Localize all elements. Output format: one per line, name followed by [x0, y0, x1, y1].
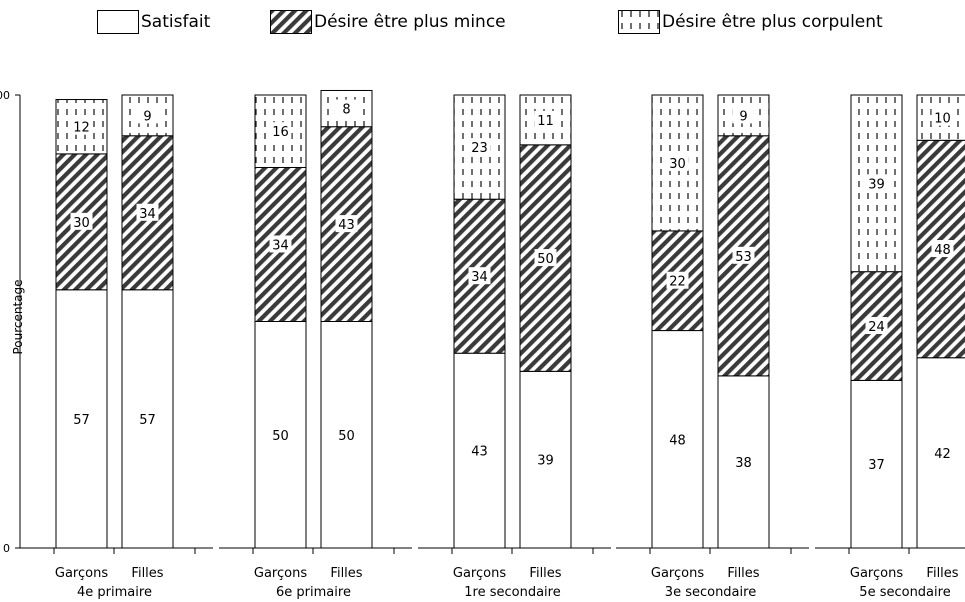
bar-segment-satisfied: [121, 289, 174, 549]
data-label-bg: [732, 106, 755, 124]
legend-label-thinner: Désire être plus mince: [314, 12, 506, 32]
bar-segment-satisfied: [519, 370, 572, 549]
legend-swatch-dashed: [618, 10, 660, 34]
data-label: 50: [537, 252, 554, 267]
data-label: 16: [272, 125, 289, 140]
data-label: 11: [537, 114, 554, 129]
legend-swatch-hatch: [270, 10, 312, 34]
sub-category-label: Garçons: [453, 566, 506, 581]
bar-segment-satisfied: [55, 289, 108, 549]
data-label-bg: [335, 215, 358, 233]
data-label: 39: [868, 177, 885, 192]
data-label: 42: [934, 447, 951, 462]
sub-category-label: Garçons: [850, 566, 903, 581]
sub-category-label: Garçons: [55, 566, 108, 581]
sub-category-label: Filles: [131, 566, 163, 581]
data-label-bg: [269, 122, 292, 140]
legend-label-bigger: Désire être plus corpulent: [662, 12, 883, 32]
legend: Satisfait Désire être plus mince Désire …: [0, 8, 965, 36]
data-label: 34: [139, 207, 156, 222]
data-label: 22: [669, 275, 686, 290]
bar-segment-satisfied: [320, 321, 373, 549]
data-label: 30: [669, 157, 686, 172]
sub-category-label: Garçons: [254, 566, 307, 581]
legend-label-satisfied: Satisfait: [141, 12, 211, 32]
data-label-bg: [865, 317, 888, 335]
legend-item-thinner: Désire être plus mince: [270, 8, 506, 36]
data-label: 30: [73, 216, 90, 231]
data-label: 57: [139, 413, 156, 428]
data-label-bg: [865, 174, 888, 192]
data-label-bg: [269, 235, 292, 253]
group-label: 3e secondaire: [665, 585, 756, 600]
bar-segment-satisfied: [850, 379, 903, 549]
y-tick-label: 0: [3, 542, 10, 555]
data-label: 37: [868, 458, 885, 473]
data-label-bg: [931, 240, 954, 258]
data-label: 43: [471, 445, 488, 460]
y-tick-label: 100: [0, 89, 10, 102]
sub-category-label: Filles: [330, 566, 362, 581]
data-label: 8: [342, 103, 350, 118]
data-label: 34: [272, 238, 289, 253]
bar-segment-satisfied: [717, 375, 770, 549]
sub-category-label: Filles: [727, 566, 759, 581]
group-label: 6e primaire: [276, 585, 351, 600]
data-label-bg: [468, 267, 491, 285]
data-label-bg: [666, 153, 689, 171]
data-label: 50: [272, 429, 289, 444]
data-label: 48: [669, 433, 686, 448]
data-label-bg: [931, 108, 954, 126]
data-label: 53: [735, 250, 752, 265]
data-label: 38: [735, 456, 752, 471]
sub-category-label: Filles: [529, 566, 561, 581]
data-label-bg: [70, 117, 93, 135]
sub-category-label: Filles: [926, 566, 958, 581]
data-label-bg: [136, 106, 159, 124]
sub-category-label: Garçons: [651, 566, 704, 581]
data-label: 12: [73, 121, 90, 136]
legend-swatch-plain: [97, 10, 139, 34]
bar-segment-satisfied: [254, 321, 307, 549]
data-label-bg: [70, 212, 93, 230]
group-label: 4e primaire: [77, 585, 152, 600]
data-label: 39: [537, 454, 554, 469]
data-label: 9: [143, 109, 151, 124]
data-label: 9: [739, 109, 747, 124]
data-label-bg: [534, 249, 557, 267]
data-label: 23: [471, 141, 488, 156]
data-label: 57: [73, 413, 90, 428]
data-label-bg: [666, 271, 689, 289]
data-label-bg: [732, 246, 755, 264]
data-label: 48: [934, 243, 951, 258]
data-label-bg: [136, 203, 159, 221]
data-label-bg: [468, 138, 491, 156]
bar-segment-bigger: [519, 94, 572, 146]
data-label: 50: [338, 429, 355, 444]
group-label: 1re secondaire: [464, 585, 560, 600]
group-label: 5e secondaire: [859, 585, 950, 600]
bar-segment-satisfied: [651, 330, 704, 549]
data-label: 24: [868, 320, 885, 335]
legend-item-bigger: Désire être plus corpulent: [618, 8, 883, 36]
data-label-bg: [335, 99, 358, 117]
legend-item-satisfied: Satisfait: [97, 8, 210, 36]
data-label: 10: [934, 112, 951, 127]
data-label: 43: [338, 218, 355, 233]
data-label: 34: [471, 270, 488, 285]
data-label-bg: [534, 110, 557, 128]
